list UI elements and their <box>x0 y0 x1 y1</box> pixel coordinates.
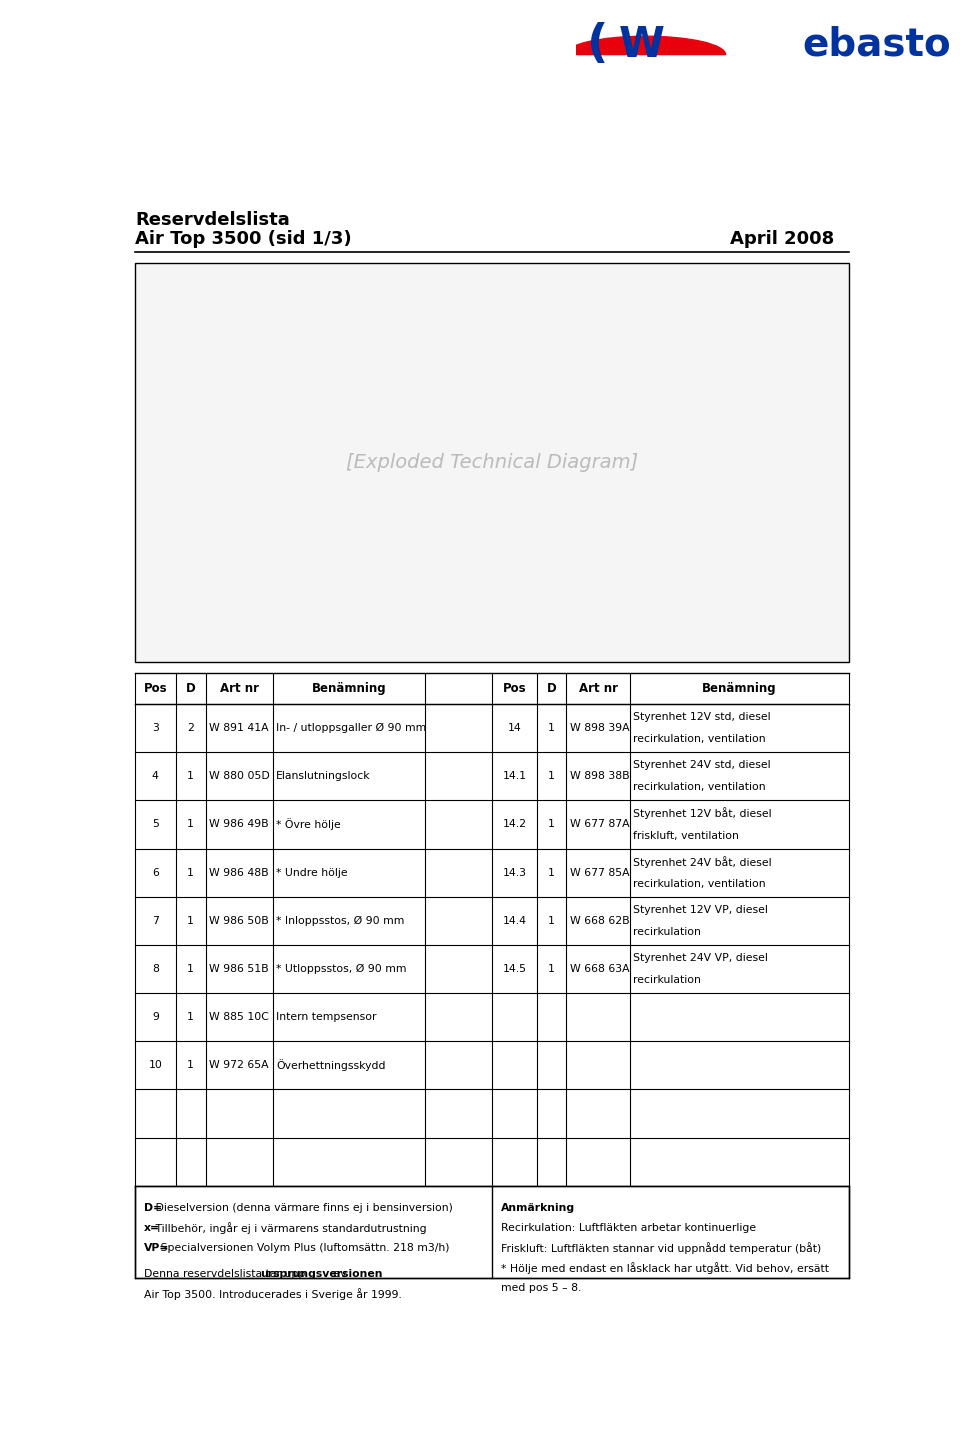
Text: Styrenhet 24V std, diesel: Styrenhet 24V std, diesel <box>634 761 771 771</box>
Text: 3: 3 <box>152 723 158 733</box>
Text: 14.4: 14.4 <box>502 916 526 926</box>
Text: Anmärkning: Anmärkning <box>501 1202 575 1212</box>
Text: Art nr: Art nr <box>220 682 258 695</box>
Text: x=: x= <box>144 1222 159 1232</box>
Text: Överhettningsskydd: Överhettningsskydd <box>276 1060 386 1071</box>
Text: Pos: Pos <box>144 682 167 695</box>
Text: W 898 39A: W 898 39A <box>570 723 630 733</box>
Text: 14.3: 14.3 <box>502 867 526 877</box>
Text: W 891 41A: W 891 41A <box>209 723 269 733</box>
Text: W: W <box>619 23 664 66</box>
Text: recirkulation: recirkulation <box>634 928 701 938</box>
Text: 1: 1 <box>548 820 555 830</box>
Text: Art nr: Art nr <box>579 682 617 695</box>
Text: Intern tempsensor: Intern tempsensor <box>276 1012 376 1022</box>
Text: recirkulation, ventilation: recirkulation, ventilation <box>634 782 766 792</box>
Text: W 880 05D: W 880 05D <box>209 771 270 781</box>
Text: W 986 50B: W 986 50B <box>209 916 269 926</box>
Text: Styrenhet 12V VP, diesel: Styrenhet 12V VP, diesel <box>634 905 768 915</box>
Text: W 972 65A: W 972 65A <box>209 1060 269 1070</box>
Text: Recirkulation: Luftfläkten arbetar kontinuerlige: Recirkulation: Luftfläkten arbetar konti… <box>501 1222 756 1232</box>
Text: recirkulation, ventilation: recirkulation, ventilation <box>634 879 766 889</box>
Text: W 677 85A: W 677 85A <box>570 867 630 877</box>
Text: Air Top 3500. Introducerades i Sverige år 1999.: Air Top 3500. Introducerades i Sverige å… <box>144 1288 401 1300</box>
Text: D=: D= <box>144 1202 162 1212</box>
Text: Reservdelslista: Reservdelslista <box>134 211 290 229</box>
Text: med pos 5 – 8.: med pos 5 – 8. <box>501 1283 582 1293</box>
Text: 1: 1 <box>548 771 555 781</box>
Text: VP=: VP= <box>144 1242 169 1252</box>
Text: D: D <box>546 682 557 695</box>
Text: 1: 1 <box>548 723 555 733</box>
Text: * Hölje med endast en låsklack har utgått. Vid behov, ersätt: * Hölje med endast en låsklack har utgåt… <box>501 1261 828 1274</box>
Text: av: av <box>329 1270 346 1280</box>
Wedge shape <box>565 36 726 55</box>
Text: 6: 6 <box>152 867 158 877</box>
Text: 1: 1 <box>187 1012 194 1022</box>
Text: recirkulation, ventilation: recirkulation, ventilation <box>634 735 766 745</box>
Text: Tillbehör, ingår ej i värmarens standardutrustning: Tillbehör, ingår ej i värmarens standard… <box>153 1222 427 1234</box>
Text: 2: 2 <box>187 723 194 733</box>
Text: D: D <box>186 682 196 695</box>
Text: (: ( <box>588 22 609 68</box>
Text: 1: 1 <box>187 771 194 781</box>
Text: Styrenhet 24V båt, diesel: Styrenhet 24V båt, diesel <box>634 856 772 867</box>
Bar <box>134 263 849 661</box>
Text: April 2008: April 2008 <box>730 230 834 247</box>
Bar <box>134 1186 849 1277</box>
Text: 7: 7 <box>152 916 158 926</box>
Text: W 986 49B: W 986 49B <box>209 820 269 830</box>
Text: Pos: Pos <box>502 682 526 695</box>
Text: * Övre hölje: * Övre hölje <box>276 818 341 830</box>
Text: W 885 10C: W 885 10C <box>209 1012 269 1022</box>
Text: 8: 8 <box>152 963 158 974</box>
Text: * Utloppsstos, Ø 90 mm: * Utloppsstos, Ø 90 mm <box>276 963 407 974</box>
Text: 14.5: 14.5 <box>502 963 526 974</box>
Text: ursprungsversionen: ursprungsversionen <box>260 1270 382 1280</box>
Text: 1: 1 <box>187 820 194 830</box>
Text: Styrenhet 12V std, diesel: Styrenhet 12V std, diesel <box>634 712 771 722</box>
Text: friskluft, ventilation: friskluft, ventilation <box>634 831 739 841</box>
Text: 1: 1 <box>548 916 555 926</box>
Text: Specialversionen Volym Plus (luftomsättn. 218 m3/h): Specialversionen Volym Plus (luftomsättn… <box>156 1242 449 1252</box>
Text: 1: 1 <box>548 867 555 877</box>
Text: Denna reservdelslista tar upp: Denna reservdelslista tar upp <box>144 1270 309 1280</box>
Text: 1: 1 <box>548 963 555 974</box>
Text: ebasto: ebasto <box>803 26 950 63</box>
Text: Friskluft: Luftfläkten stannar vid uppnådd temperatur (båt): Friskluft: Luftfläkten stannar vid uppnå… <box>501 1242 821 1254</box>
Text: 1: 1 <box>187 963 194 974</box>
Text: W 668 63A: W 668 63A <box>570 963 630 974</box>
Text: 1: 1 <box>187 916 194 926</box>
Text: [Exploded Technical Diagram]: [Exploded Technical Diagram] <box>346 453 638 472</box>
Text: W 986 48B: W 986 48B <box>209 867 269 877</box>
Text: 4: 4 <box>152 771 158 781</box>
Text: 9: 9 <box>152 1012 158 1022</box>
Text: W 898 38B: W 898 38B <box>570 771 630 781</box>
Text: Benämning: Benämning <box>311 682 386 695</box>
Text: In- / utloppsgaller Ø 90 mm: In- / utloppsgaller Ø 90 mm <box>276 723 426 733</box>
Text: Benämning: Benämning <box>702 682 777 695</box>
Text: 14.2: 14.2 <box>502 820 526 830</box>
Text: Styrenhet 24V VP, diesel: Styrenhet 24V VP, diesel <box>634 953 768 963</box>
Text: Elanslutningslock: Elanslutningslock <box>276 771 371 781</box>
Text: 14.1: 14.1 <box>502 771 526 781</box>
Text: * Inloppsstos, Ø 90 mm: * Inloppsstos, Ø 90 mm <box>276 916 404 926</box>
Text: 5: 5 <box>152 820 158 830</box>
Text: Styrenhet 12V båt, diesel: Styrenhet 12V båt, diesel <box>634 807 772 820</box>
Text: 1: 1 <box>187 867 194 877</box>
Text: W 677 87A: W 677 87A <box>570 820 630 830</box>
Text: recirkulation: recirkulation <box>634 975 701 985</box>
Text: 10: 10 <box>149 1060 162 1070</box>
Text: Air Top 3500 (sid 1/3): Air Top 3500 (sid 1/3) <box>134 230 351 247</box>
Text: W 668 62B: W 668 62B <box>570 916 630 926</box>
Text: W 986 51B: W 986 51B <box>209 963 269 974</box>
Text: 14: 14 <box>508 723 521 733</box>
Text: 1: 1 <box>187 1060 194 1070</box>
Text: * Undre hölje: * Undre hölje <box>276 867 348 877</box>
Text: Dieselversion (denna värmare finns ej i bensinversion): Dieselversion (denna värmare finns ej i … <box>153 1202 453 1212</box>
